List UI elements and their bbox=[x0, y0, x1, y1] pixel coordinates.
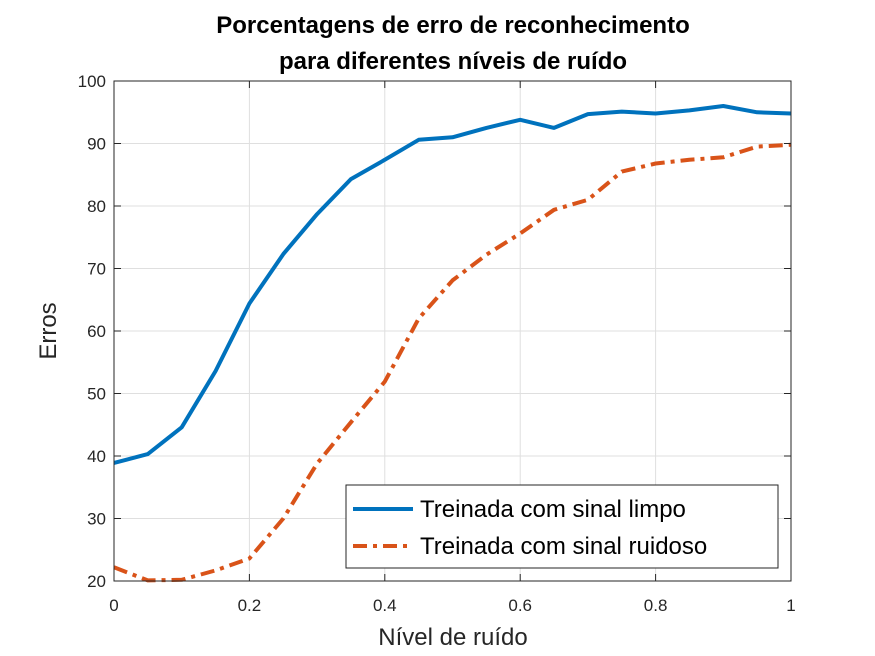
y-tick-label: 50 bbox=[87, 385, 106, 404]
series-layer bbox=[113, 104, 792, 583]
x-tick-label: 0.8 bbox=[644, 596, 668, 615]
y-tick-label: 60 bbox=[87, 322, 106, 341]
x-tick-label: 0.4 bbox=[373, 596, 397, 615]
chart-title-line-2: para diferentes níveis de ruído bbox=[279, 48, 627, 75]
chart-title-line-1: Porcentagens de erro de reconhecimento bbox=[216, 12, 689, 39]
x-tick-label: 1 bbox=[786, 596, 795, 615]
series-line-clean bbox=[113, 104, 792, 465]
x-tick-label: 0 bbox=[109, 596, 118, 615]
x-tick-label: 0.6 bbox=[508, 596, 532, 615]
axis-ticks: 0 0.2 0.4 0.6 0.8 1 20 30 40 50 60 70 80 90 100 bbox=[78, 72, 796, 615]
legend-box bbox=[345, 484, 779, 569]
y-axis-label: Erros bbox=[35, 302, 62, 359]
y-tick-label: 90 bbox=[87, 135, 106, 154]
x-axis-label: Nível de ruído bbox=[378, 624, 527, 651]
y-tick-label: 20 bbox=[87, 572, 106, 591]
legend-entry-clean: Treinada com sinal limpo bbox=[420, 496, 686, 523]
y-tick-label: 40 bbox=[87, 447, 106, 466]
y-tick-label: 100 bbox=[78, 72, 106, 91]
x-tick-label: 0.2 bbox=[238, 596, 262, 615]
legend: Treinada com sinal limpo Treinada com si… bbox=[345, 484, 779, 569]
y-tick-label: 80 bbox=[87, 197, 106, 216]
y-tick-label: 30 bbox=[87, 510, 106, 529]
y-tick-label: 70 bbox=[87, 260, 106, 279]
series-line-noisy bbox=[113, 142, 792, 583]
legend-entry-noisy: Treinada com sinal ruidoso bbox=[420, 533, 707, 560]
